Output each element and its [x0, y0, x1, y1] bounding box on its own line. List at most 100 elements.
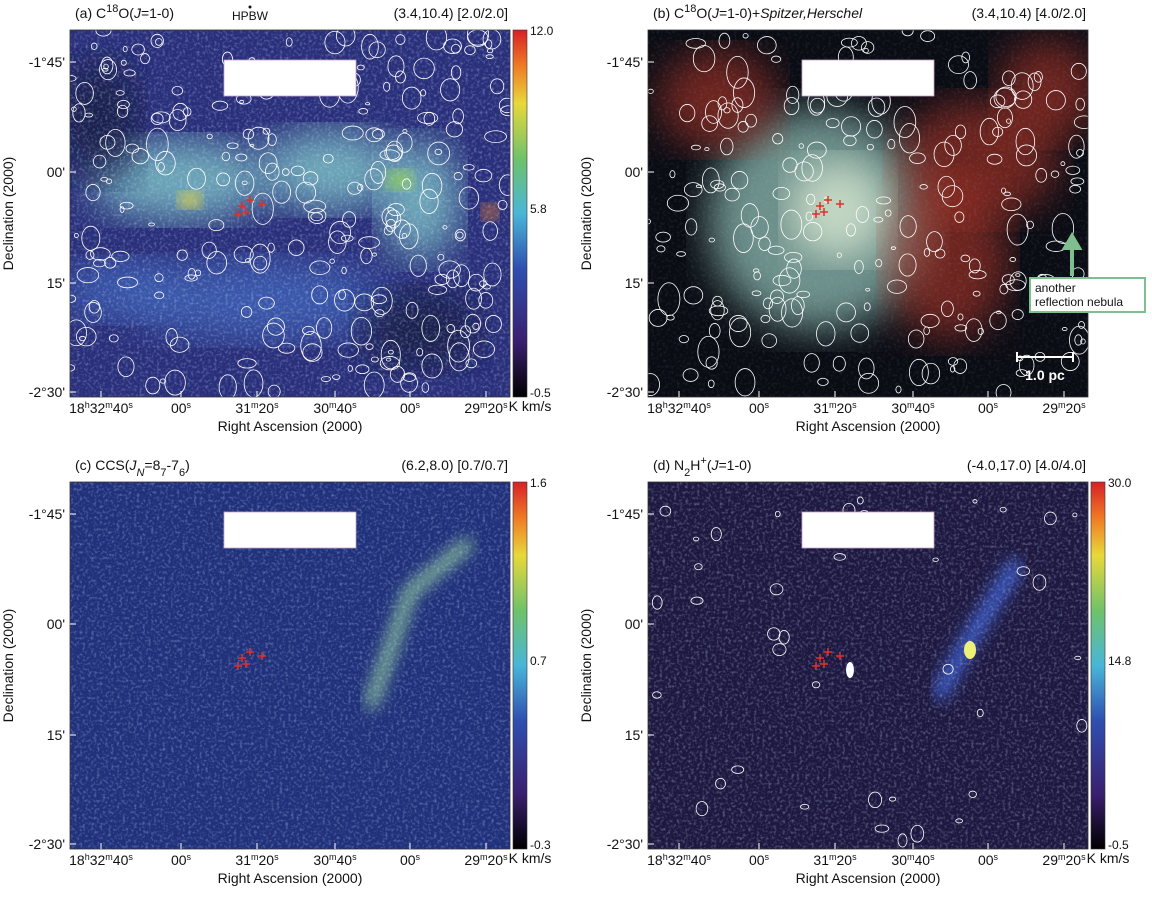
contour — [1069, 184, 1082, 194]
contour — [1074, 655, 1082, 661]
contour — [865, 287, 871, 292]
contour — [805, 211, 813, 222]
contour — [652, 691, 662, 699]
title-part: Spitzer,Herschel — [760, 5, 863, 21]
contour — [233, 245, 254, 263]
contour — [909, 152, 926, 164]
contour — [816, 321, 836, 347]
title-part: ( — [707, 457, 712, 473]
contour — [767, 245, 785, 255]
x-tick-part: m — [683, 400, 691, 410]
contour — [657, 282, 681, 317]
contour — [833, 553, 847, 561]
x-tick-label: 31m20s — [813, 852, 857, 868]
y-tick-label: -1°45' — [607, 54, 643, 70]
contour — [285, 37, 293, 47]
contour — [381, 207, 398, 227]
x-tick-part: s — [765, 852, 770, 862]
x-tick-part: 30 — [891, 400, 907, 416]
contour — [907, 329, 925, 349]
contour — [781, 298, 803, 328]
x-tick-part: s — [503, 852, 508, 862]
contour — [300, 330, 322, 361]
contour — [384, 144, 403, 162]
contour — [720, 137, 734, 156]
contour — [1001, 197, 1022, 212]
x-tick-part: s — [352, 852, 357, 862]
contour — [1027, 72, 1042, 91]
contour — [434, 273, 450, 285]
contour — [1060, 352, 1080, 371]
contour — [996, 310, 1002, 315]
contour — [1074, 334, 1083, 346]
contour — [389, 365, 406, 383]
title-part: N — [136, 467, 144, 479]
contour — [303, 199, 327, 214]
contour — [944, 134, 962, 156]
contour — [708, 323, 721, 339]
contour — [387, 349, 394, 355]
colorbar — [512, 29, 528, 398]
contour — [169, 336, 190, 353]
contour — [989, 94, 1006, 109]
contour — [421, 353, 443, 379]
plot-frame — [69, 481, 511, 850]
contour — [465, 358, 478, 369]
x-tick-part: 18 — [647, 852, 663, 868]
masked-area — [801, 59, 935, 97]
y-tick-label: -1°45' — [607, 506, 643, 522]
contour — [485, 54, 494, 60]
protostar-marker — [238, 654, 246, 662]
y-tick-label: 00' — [625, 616, 643, 632]
contour — [487, 48, 494, 54]
map-panel: 18h32m40s 00s 31m20s 30m40s 00s 29m20s-1°45'0… — [0, 457, 551, 886]
contour — [88, 300, 101, 314]
contour — [923, 248, 931, 257]
contour — [772, 133, 784, 145]
contour — [267, 384, 281, 397]
x-tick-label: 00s — [171, 852, 192, 868]
contour — [295, 181, 317, 204]
contour — [761, 333, 777, 348]
contour — [85, 184, 101, 202]
contour — [267, 133, 277, 147]
contour — [370, 356, 379, 363]
x-tick-part: 00 — [978, 400, 994, 416]
contour — [997, 107, 1013, 129]
contour — [84, 301, 102, 323]
contour — [464, 313, 481, 334]
x-tick-part: 20 — [837, 852, 853, 868]
contour — [240, 306, 253, 318]
contour — [360, 247, 373, 265]
contour — [95, 30, 112, 37]
x-tick-label: 00s — [171, 400, 192, 416]
contour — [108, 334, 119, 343]
contour — [801, 154, 823, 182]
x-tick-part: 31 — [235, 852, 251, 868]
y-tick-label: 15' — [47, 275, 65, 291]
contour — [1016, 566, 1030, 576]
contour — [145, 376, 161, 395]
contour — [90, 42, 98, 50]
contour — [474, 168, 493, 183]
contour — [678, 335, 689, 344]
contour — [239, 99, 245, 104]
contour — [320, 376, 332, 382]
contour — [119, 201, 134, 210]
contour — [119, 206, 125, 213]
contour — [899, 215, 917, 238]
contour — [845, 223, 856, 237]
contour — [798, 143, 804, 149]
contour — [957, 313, 964, 321]
title-part: J — [710, 457, 719, 473]
contour — [307, 207, 327, 224]
contour — [986, 153, 1003, 165]
contour — [695, 801, 709, 817]
contour — [99, 134, 116, 150]
contour — [690, 596, 704, 605]
contour — [497, 199, 508, 210]
contour — [1026, 220, 1034, 230]
contour — [1072, 512, 1078, 518]
x-tick-part: s — [416, 852, 421, 862]
x-tick-part: s — [852, 852, 857, 862]
